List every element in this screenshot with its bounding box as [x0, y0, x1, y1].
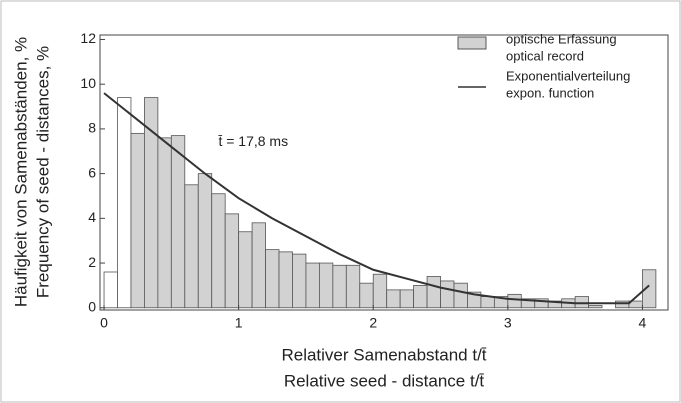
bar: [426, 276, 441, 309]
bar: [197, 173, 213, 309]
legend-swatch: [457, 36, 487, 50]
bar: [211, 193, 226, 309]
bar: [184, 184, 199, 309]
bar: [265, 249, 280, 309]
bar: [251, 222, 266, 309]
bar: [278, 251, 293, 309]
bar: [103, 271, 118, 309]
y-axis-label: Frequency of seed - distances, %: [33, 46, 52, 298]
bar: [359, 282, 374, 309]
legend-label: optische Erfassung: [506, 31, 617, 46]
legend-label: Exponentialverteilung: [506, 68, 630, 83]
y-tick-label: 6: [88, 164, 96, 180]
x-tick-label: 4: [639, 315, 647, 331]
annotation: t̄ = 17,8 ms: [218, 133, 288, 149]
bar: [144, 97, 159, 309]
bar: [224, 213, 240, 309]
bar: [588, 305, 603, 309]
y-tick-label: 0: [88, 298, 96, 314]
bar: [117, 97, 132, 309]
bar: [332, 264, 347, 309]
bar: [345, 264, 361, 309]
bar: [507, 293, 522, 309]
legend-label: expon. function: [506, 85, 594, 100]
bar: [157, 137, 172, 309]
bar: [292, 253, 307, 309]
bar: [642, 269, 657, 309]
y-tick-label: 8: [88, 120, 96, 136]
y-tick-label: 12: [80, 30, 96, 46]
bar: [305, 262, 320, 309]
bar: [386, 289, 401, 309]
x-tick-label: 3: [504, 315, 512, 331]
bar: [130, 132, 145, 309]
y-tick-label: 10: [80, 75, 96, 91]
x-tick-label: 1: [235, 315, 243, 331]
plot-frame: [99, 34, 669, 311]
exp-line: [103, 92, 650, 305]
y-axis-label: Häufigkeit von Samenabständen, %: [11, 37, 30, 307]
bar: [453, 282, 468, 309]
bar: [238, 231, 253, 309]
y-tick-label: 4: [88, 209, 96, 225]
bar: [318, 262, 334, 309]
y-tick-label: 2: [88, 254, 96, 270]
bar: [399, 289, 415, 309]
bar: [440, 280, 455, 309]
x-tick-label: 0: [100, 315, 108, 331]
bar: [170, 135, 186, 309]
x-axis-label: Relative seed - distance t/t̄: [284, 371, 485, 390]
bar: [372, 273, 388, 309]
bar: [574, 296, 589, 309]
bar: [615, 300, 630, 309]
x-tick-label: 2: [369, 315, 377, 331]
x-axis-label: Relativer Samenabstand t/t̄: [281, 345, 486, 364]
bar: [480, 296, 495, 309]
bar: [413, 285, 428, 309]
legend-label: optical record: [506, 48, 584, 63]
